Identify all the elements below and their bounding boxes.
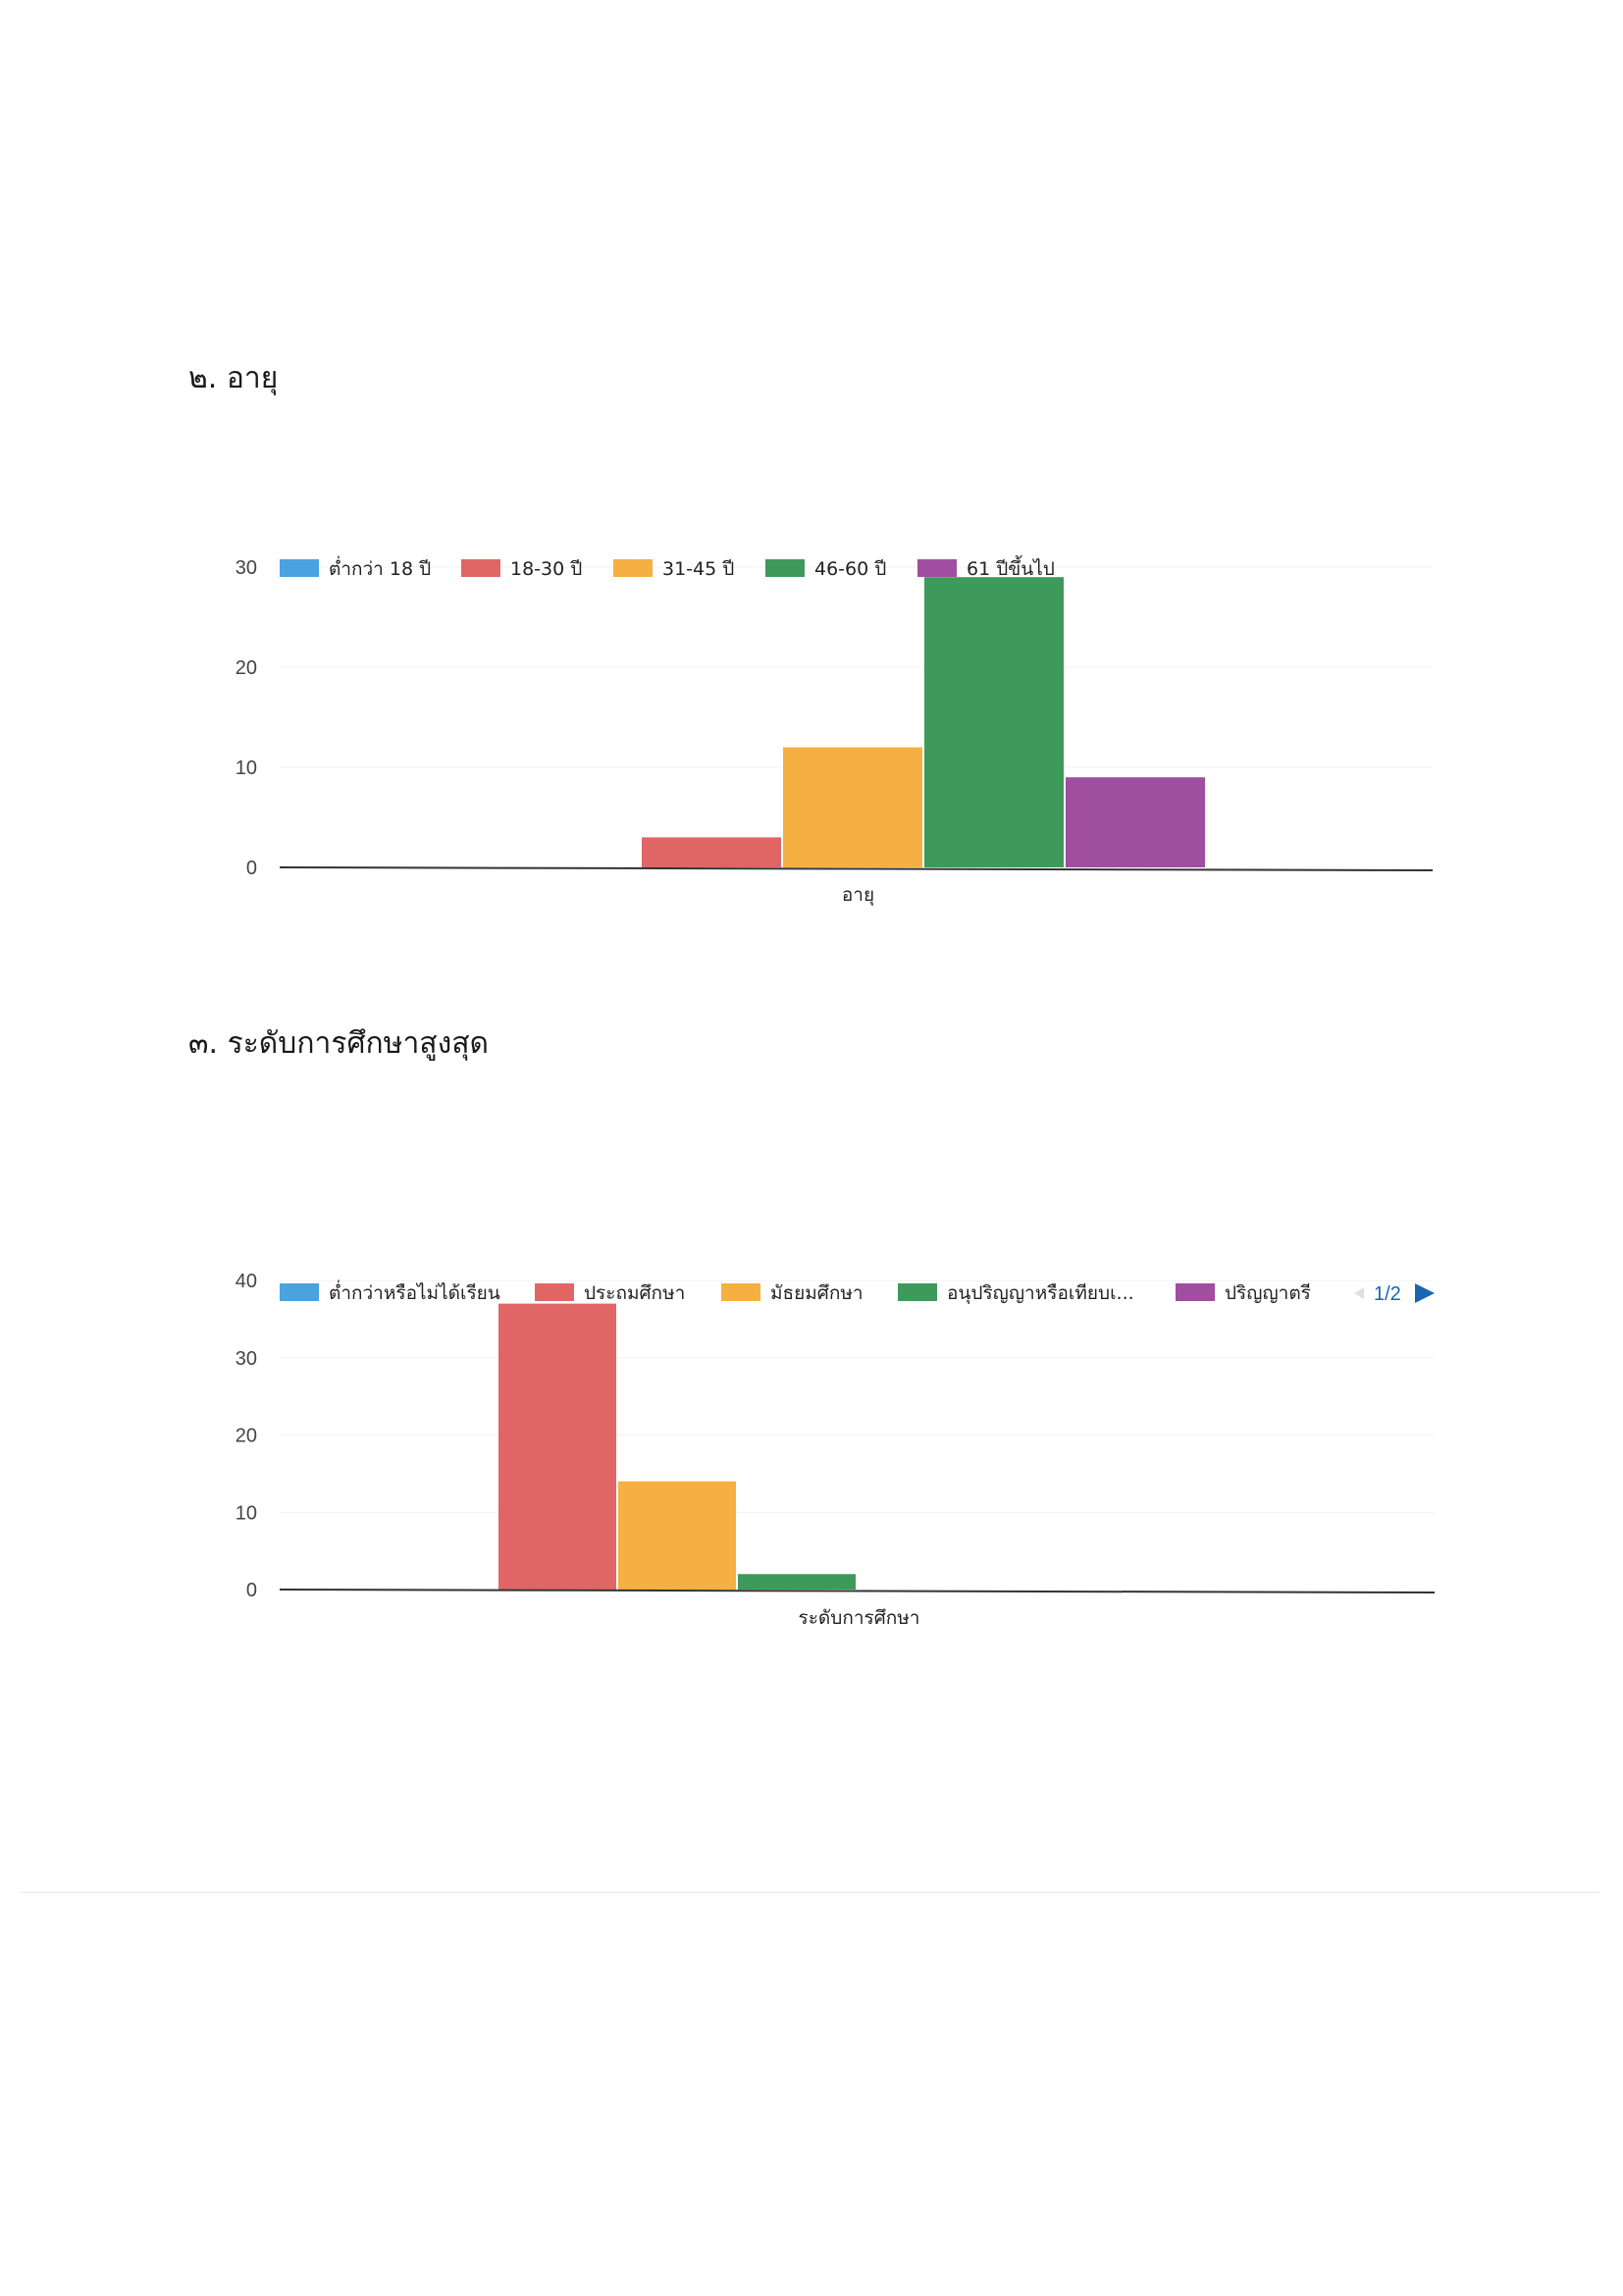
legend-swatch bbox=[535, 1283, 574, 1301]
y-tick-label: 0 bbox=[246, 858, 257, 879]
y-tick-label: 10 bbox=[236, 757, 257, 779]
x-axis-baseline bbox=[279, 866, 1434, 871]
legend-swatch bbox=[765, 559, 805, 577]
legend-label: ต่ำกว่า 18 ปี bbox=[329, 555, 431, 580]
legend-swatch bbox=[613, 559, 653, 577]
bar bbox=[498, 1303, 616, 1590]
legend-swatch bbox=[917, 559, 957, 577]
legend-label: มัธยมศึกษา bbox=[770, 1282, 864, 1304]
legend-label: 46-60 ปี bbox=[814, 558, 886, 580]
legend-label: อนุปริญญาหรือเทียบเ... bbox=[947, 1282, 1134, 1305]
section-heading-education: ๓. ระดับการศึกษาสูงสุด bbox=[188, 1026, 490, 1061]
y-tick-label: 30 bbox=[236, 557, 257, 579]
next-page-icon bbox=[1415, 1283, 1435, 1303]
bar bbox=[642, 837, 781, 867]
bar bbox=[924, 577, 1064, 867]
bar bbox=[618, 1481, 736, 1590]
y-tick-label: 10 bbox=[236, 1502, 257, 1524]
education-bar-chart: 0 10 20 30 40 ระดับการศึกษา ต่ำกว่าหรือไม่ได้เ… bbox=[236, 1271, 1436, 1629]
page-divider bbox=[20, 1892, 1599, 1893]
age-bar-chart: 0 10 20 30 อายุ ต่ำกว่า 18 ปี 18-30 ปี 31-45 ปี… bbox=[236, 555, 1434, 907]
legend-label: 61 ปีขึ้นไป bbox=[967, 555, 1055, 580]
bar bbox=[1066, 777, 1205, 867]
bar bbox=[738, 1574, 856, 1590]
x-axis-baseline bbox=[279, 1589, 1436, 1593]
legend-swatch bbox=[280, 559, 319, 577]
bar bbox=[783, 747, 922, 867]
x-axis-title: อายุ bbox=[842, 884, 874, 907]
x-axis-title: ระดับการศึกษา bbox=[799, 1607, 920, 1629]
legend-label: ต่ำกว่าหรือไม่ได้เรียน bbox=[329, 1279, 500, 1304]
legend-label: ปริญญาตรี bbox=[1225, 1282, 1311, 1304]
section-heading-age: ๒. อายุ bbox=[188, 361, 279, 395]
y-tick-label: 40 bbox=[236, 1271, 257, 1292]
legend-swatch bbox=[1176, 1283, 1215, 1301]
legend-label: 18-30 ปี bbox=[510, 558, 582, 580]
legend-swatch bbox=[721, 1283, 760, 1301]
prev-page-icon bbox=[1354, 1287, 1364, 1299]
y-tick-label: 20 bbox=[236, 1426, 257, 1447]
legend-label: 31-45 ปี bbox=[662, 558, 734, 580]
legend-swatch bbox=[461, 559, 500, 577]
legend-swatch bbox=[280, 1283, 319, 1301]
y-tick-label: 0 bbox=[246, 1580, 257, 1601]
legend-label: ประถมศึกษา bbox=[584, 1282, 685, 1304]
y-tick-label: 30 bbox=[236, 1348, 257, 1370]
y-tick-label: 20 bbox=[236, 657, 257, 679]
legend-pager-text: 1/2 bbox=[1374, 1283, 1401, 1305]
legend-swatch bbox=[898, 1283, 937, 1301]
